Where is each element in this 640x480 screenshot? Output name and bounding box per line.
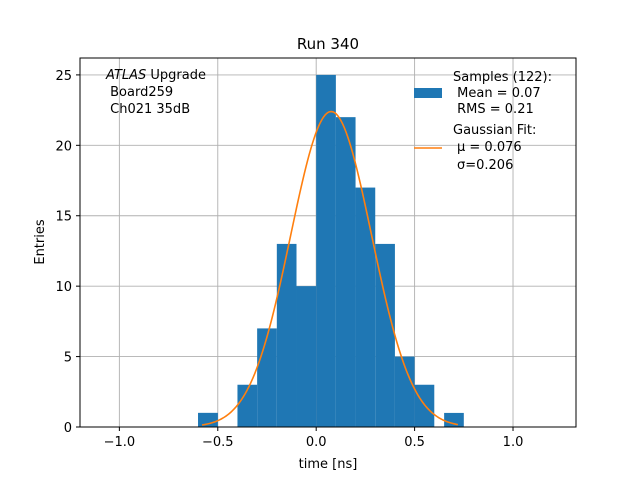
legend-samples-line-2: Mean = 0.07 bbox=[453, 86, 541, 101]
histogram-bars bbox=[198, 74, 464, 428]
y-tick-label: 15 bbox=[55, 210, 72, 225]
histogram-bar bbox=[335, 117, 356, 427]
x-tick-label: 1.0 bbox=[503, 435, 524, 450]
gaussian-fit-curve-group bbox=[201, 110, 459, 426]
x-tick-label: 0.5 bbox=[404, 435, 425, 450]
y-tick-label: 5 bbox=[64, 351, 72, 366]
histogram-bar bbox=[375, 243, 395, 427]
y-tick-label: 10 bbox=[55, 280, 72, 295]
histogram-bar bbox=[355, 187, 376, 427]
legend-fit-line-1: Gaussian Fit: bbox=[453, 123, 536, 138]
legend-fit-line-2: μ = 0.076 bbox=[457, 140, 522, 155]
annotation-line-1: ATLAS Upgrade bbox=[105, 68, 206, 83]
histogram-bar bbox=[444, 412, 464, 427]
y-axis-ticks: 0 5 10 15 20 25 bbox=[55, 69, 80, 436]
x-axis-ticks: −1.0 −0.5 0.0 0.5 1.0 bbox=[104, 427, 524, 450]
plot-frame bbox=[79, 57, 577, 428]
legend-fit-line-3: σ=0.206 bbox=[457, 158, 513, 173]
annotation: ATLAS Upgrade Board259 Ch021 35dB bbox=[105, 68, 206, 117]
x-tick-label: −0.5 bbox=[202, 435, 234, 450]
y-axis-label: Entries bbox=[33, 219, 48, 265]
histogram-bar bbox=[276, 243, 297, 427]
annotation-line-3: Ch021 35dB bbox=[106, 102, 190, 117]
histogram-bar bbox=[198, 412, 218, 427]
annotation-line-2: Board259 bbox=[106, 85, 173, 100]
y-tick-label: 20 bbox=[55, 139, 72, 154]
histogram-bar bbox=[237, 384, 258, 427]
annotation-upgrade: Upgrade bbox=[146, 68, 206, 83]
histogram-bar bbox=[394, 356, 415, 427]
legend-samples-swatch bbox=[414, 88, 442, 98]
x-axis-label: time [ns] bbox=[299, 457, 358, 472]
histogram-bar bbox=[316, 74, 336, 428]
chart-title: Run 340 bbox=[297, 35, 359, 53]
gaussian-fit-curve bbox=[201, 110, 459, 426]
histogram-bar bbox=[296, 286, 317, 427]
annotation-atlas: ATLAS bbox=[105, 68, 146, 83]
y-tick-label: 25 bbox=[55, 69, 72, 84]
x-tick-label: −1.0 bbox=[104, 435, 136, 450]
legend-samples-line-3: RMS = 0.21 bbox=[453, 102, 534, 117]
legend-samples-line-1: Samples (122): bbox=[453, 70, 552, 85]
legend: Samples (122): Mean = 0.07 RMS = 0.21 Ga… bbox=[414, 70, 552, 173]
y-tick-label: 0 bbox=[64, 421, 72, 436]
x-tick-label: 0.0 bbox=[306, 435, 327, 450]
histogram-bar bbox=[257, 328, 277, 427]
